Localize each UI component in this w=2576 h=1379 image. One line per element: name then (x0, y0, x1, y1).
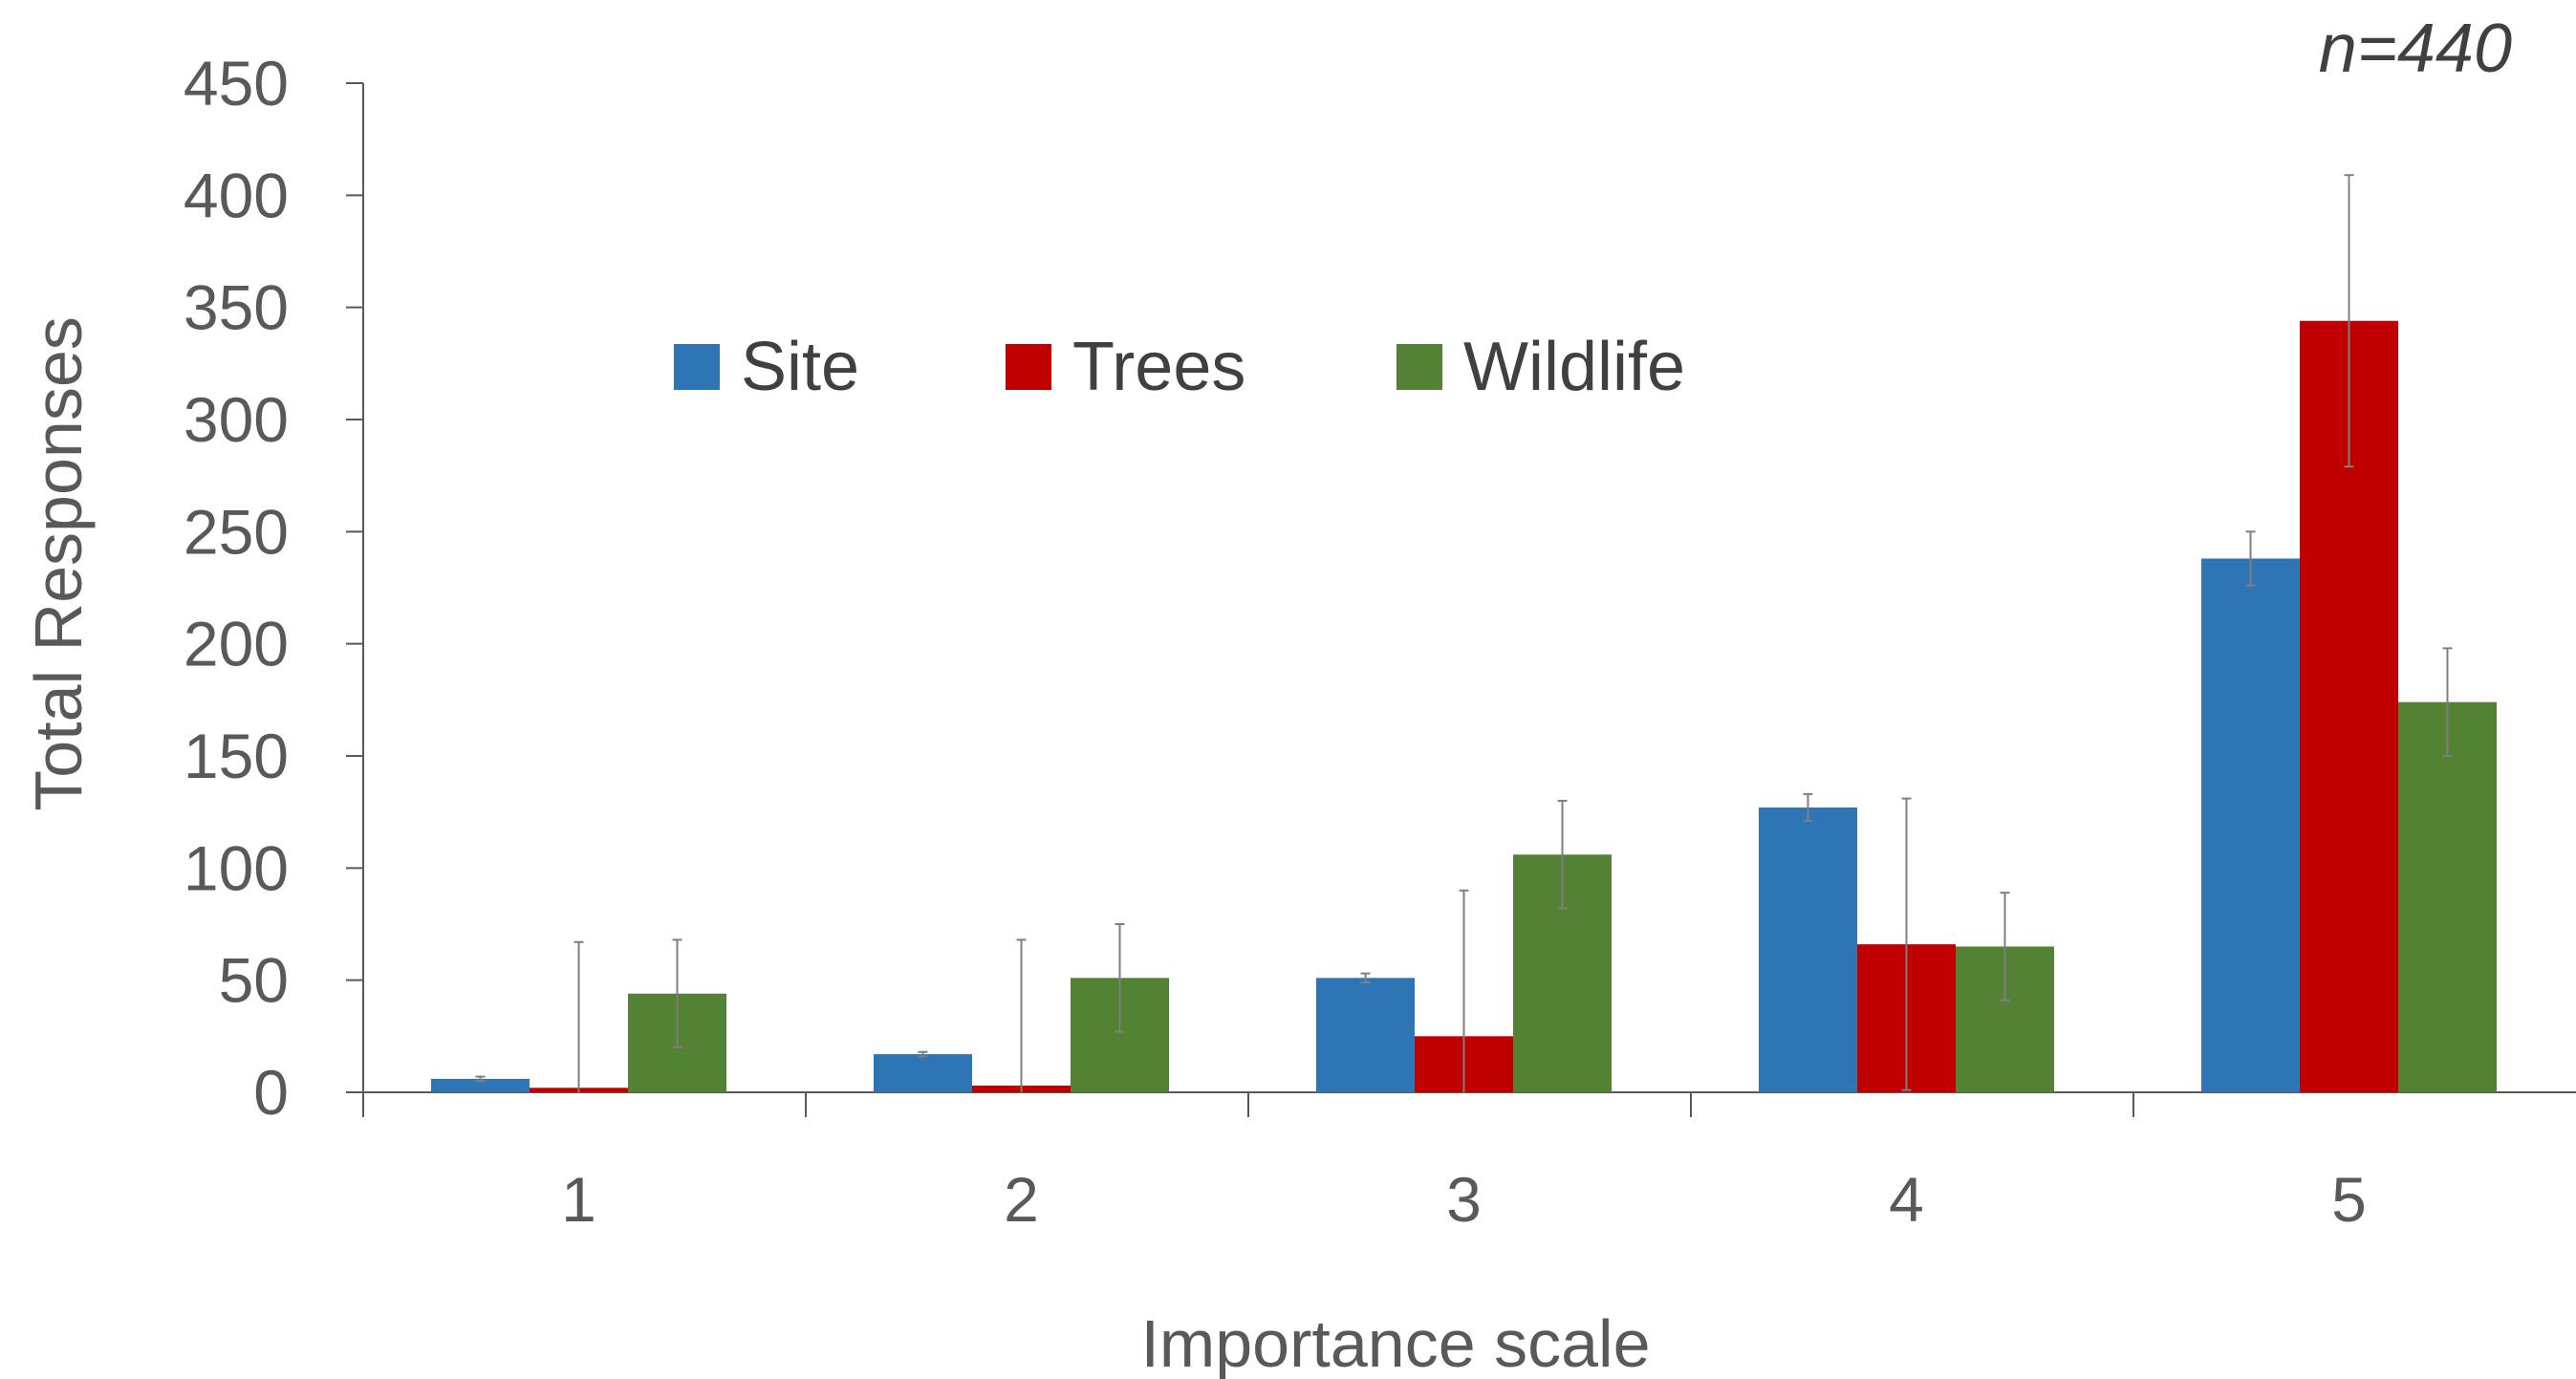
y-axis-title: Total Responses (21, 316, 96, 811)
bar-site-5 (2201, 558, 2300, 1092)
legend-label-wildlife: Wildlife (1463, 329, 1685, 405)
y-tick-label: 100 (184, 832, 289, 903)
legend-swatch-trees (1006, 344, 1051, 390)
legend-swatch-wildlife (1396, 344, 1442, 390)
y-tick-label: 300 (184, 384, 289, 455)
x-tick-label: 5 (2331, 1164, 2367, 1235)
bar-site-4 (1759, 807, 1857, 1092)
x-axis-title: Importance scale (1140, 1306, 1650, 1379)
y-tick-label: 450 (184, 48, 289, 119)
bar-wildlife-5 (2398, 701, 2497, 1092)
y-tick-label: 400 (184, 160, 289, 230)
y-tick-label: 250 (184, 496, 289, 567)
bar-site-1 (431, 1078, 530, 1092)
y-tick-label: 150 (184, 721, 289, 791)
legend: Site Trees Wildlife (674, 329, 1685, 405)
y-tick-label: 50 (219, 945, 289, 1016)
y-tick-label: 350 (184, 272, 289, 343)
bar-site-2 (874, 1054, 972, 1092)
legend-label-trees: Trees (1072, 329, 1245, 405)
error-bars (475, 174, 2453, 1092)
y-tick-label: 0 (253, 1057, 289, 1128)
y-tick-label: 200 (184, 609, 289, 679)
x-tick-label: 2 (1004, 1164, 1039, 1235)
legend-label-site: Site (741, 329, 859, 405)
legend-swatch-site (674, 344, 720, 390)
axes: 0 50 100 150 200 250 300 350 400 450 1 2 3 4 5 (184, 48, 2576, 1235)
x-tick-label: 4 (1889, 1164, 1924, 1235)
x-tick-label: 3 (1446, 1164, 1482, 1235)
sample-size-annotation: n=440 (2319, 11, 2512, 87)
bar-site-3 (1316, 978, 1415, 1092)
x-tick-label: 1 (561, 1164, 596, 1235)
